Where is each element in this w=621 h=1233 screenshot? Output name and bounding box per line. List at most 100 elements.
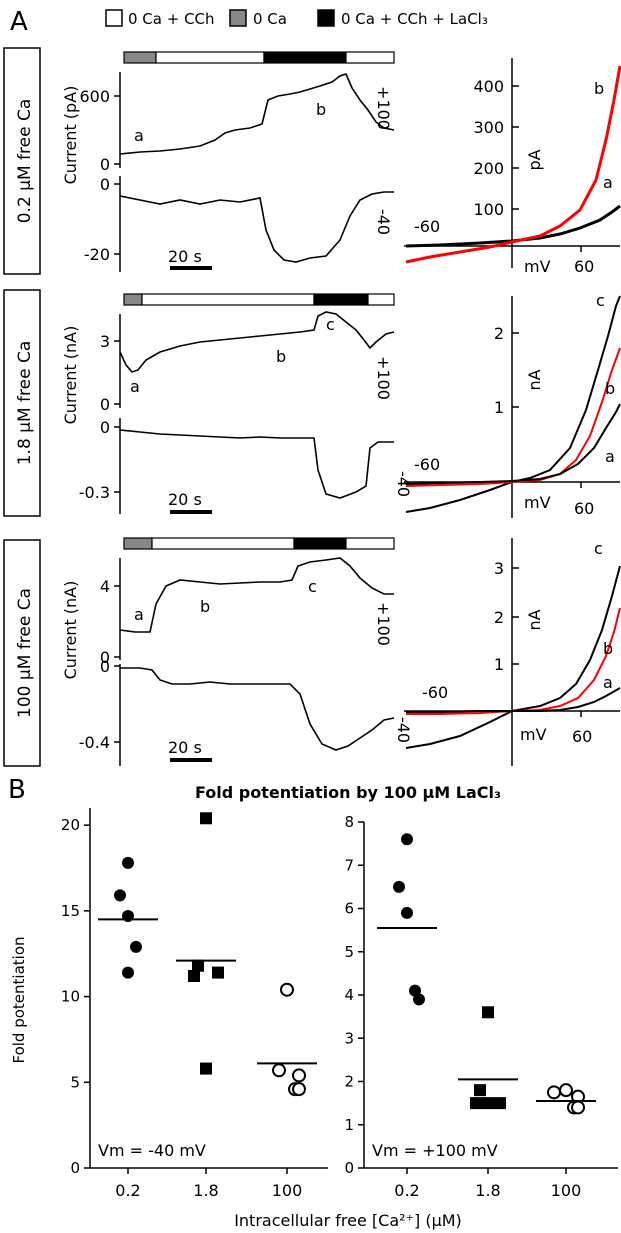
data-point-square: [494, 1097, 506, 1110]
data-point-square: [200, 1062, 212, 1075]
iv-tick: 3: [494, 559, 504, 578]
y-axis-title: Fold potentiation: [10, 936, 28, 1063]
tick-label: -0.3: [79, 483, 110, 502]
iv-curve-label-c: c: [594, 539, 603, 558]
data-point-square: [200, 812, 212, 825]
voltage-label-plus100: +100: [374, 602, 393, 646]
tick-label: 600: [79, 87, 110, 106]
bottom-axis: 0 -0.4: [79, 657, 121, 766]
data-point-square: [482, 1097, 494, 1110]
scatter-chart-vm-minus40: 0 5 10 15 20 0.2 1.8 100 Vm = -40 mV: [61, 808, 328, 1200]
iv-curve-c: [405, 565, 621, 749]
condition-box: [3, 539, 41, 767]
solution-bar: [123, 293, 395, 306]
legend-swatch-cch: [105, 9, 123, 27]
x-tick-label: 100: [272, 1181, 303, 1200]
iv-curve-label-b: b: [594, 79, 604, 98]
iv-curve-label-a: a: [603, 173, 613, 192]
data-point-filled-circle: [393, 880, 405, 893]
trace-label-a: a: [134, 126, 144, 145]
y-tick-label: 5: [344, 943, 354, 961]
y-tick-label: 10: [61, 988, 80, 1006]
current-ylabel: Current (nA): [61, 326, 80, 425]
y-tick-label: 0: [70, 1159, 80, 1177]
condition-label: 1.8 μM free Ca: [15, 341, 35, 466]
current-trace-plus100: [119, 73, 395, 155]
data-point-open-circle: [559, 1083, 573, 1098]
iv-curve-a: [405, 403, 621, 485]
current-ylabel: Current (pA): [61, 86, 80, 185]
x-tick-label: 1.8: [193, 1181, 218, 1200]
top-axis: 600 0: [79, 72, 121, 174]
legend-label-la: 0 Ca + CCh + LaCl₃: [341, 10, 488, 28]
trace-label-a: a: [134, 605, 144, 624]
tick-label: 0: [100, 395, 110, 414]
iv-plot: 3 2 1 nA mV -60 60 c b a: [404, 538, 621, 766]
row-0.2uM: 0.2 μM free Ca Current (pA) 600 0 a b +1…: [3, 47, 621, 276]
data-point-open-circle: [292, 1082, 306, 1097]
condition-label: 100 μM free Ca: [15, 588, 35, 718]
data-point-square: [482, 1006, 494, 1019]
y-tick-label: 6: [344, 900, 354, 918]
legend-label-cch: 0 Ca + CCh: [128, 10, 215, 28]
current-trace-plus100: [119, 311, 395, 373]
iv-unit: pA: [525, 149, 544, 170]
iv-tick: 1: [494, 398, 504, 417]
trace-label-a: a: [130, 377, 140, 396]
condition-label: 0.2 μM free Ca: [15, 99, 35, 224]
y-tick-label: 8: [344, 813, 354, 831]
x-tick-label: 0.2: [394, 1181, 419, 1200]
data-point-open-circle: [292, 1068, 306, 1083]
y-tick-label: 3: [344, 1029, 354, 1047]
data-point-open-circle: [571, 1100, 585, 1115]
iv-xtick-pos: 60: [574, 499, 594, 518]
data-point-open-circle: [272, 1063, 286, 1078]
data-point-filled-circle: [401, 906, 413, 919]
current-ylabel: Current (nA): [61, 581, 80, 680]
data-point-open-circle: [547, 1085, 561, 1100]
scatter-chart-vm-plus100: 0 1 2 3 4 5 6 7 8 0.2 1.8 100 Vm = +100 mV: [344, 813, 618, 1200]
iv-plot: 2 1 nA mV -60 60 c b a: [404, 291, 621, 518]
iv-curve-b: [406, 607, 621, 715]
voltage-label-plus100: +100: [374, 86, 393, 130]
iv-plot: 400 300 200 100 pA mV -60 60 b a: [404, 58, 621, 276]
trace-label-b: b: [276, 347, 286, 366]
current-trace-minus40: [119, 191, 394, 263]
data-point-open-circle: [280, 982, 294, 997]
bottom-axis: 0 -20: [84, 175, 121, 272]
voltage-label-minus40: -40: [394, 471, 413, 497]
y-tick-label: 15: [61, 902, 80, 920]
iv-tick: 400: [473, 77, 504, 96]
voltage-label-minus40: -40: [394, 717, 413, 743]
iv-tick: 100: [473, 200, 504, 219]
data-point-square: [474, 1084, 486, 1097]
tick-label: -20: [84, 245, 110, 264]
data-point-filled-circle: [114, 889, 126, 902]
top-axis: 3 0: [100, 314, 121, 414]
tick-label: 0: [100, 155, 110, 174]
data-point-square: [212, 966, 224, 979]
current-trace-minus40: [119, 429, 394, 499]
trace-label-b: b: [316, 100, 326, 119]
current-trace-minus40: [120, 667, 395, 751]
x-tick-label: 0.2: [115, 1181, 140, 1200]
y-tick-label: 4: [344, 986, 354, 1004]
condition-box: [3, 289, 41, 517]
solution-bar: [123, 537, 395, 550]
vm-annotation: Vm = -40 mV: [98, 1141, 206, 1160]
bottom-axis: 0 -0.3: [79, 418, 121, 514]
time-scale-label: 20 s: [168, 247, 202, 266]
tick-label: -0.4: [79, 733, 110, 752]
iv-xtick-neg: -60: [414, 455, 440, 474]
voltage-label-plus100: +100: [374, 356, 393, 400]
data-point-filled-circle: [401, 833, 413, 846]
data-point-square: [192, 959, 204, 972]
data-point-filled-circle: [122, 856, 134, 869]
data-point-filled-circle: [122, 966, 134, 979]
trace-label-c: c: [308, 577, 317, 596]
legend-swatch-la: [317, 9, 335, 27]
x-tick-label: 1.8: [475, 1181, 500, 1200]
data-point-filled-circle: [130, 940, 142, 953]
panel-label-b: B: [8, 775, 26, 805]
